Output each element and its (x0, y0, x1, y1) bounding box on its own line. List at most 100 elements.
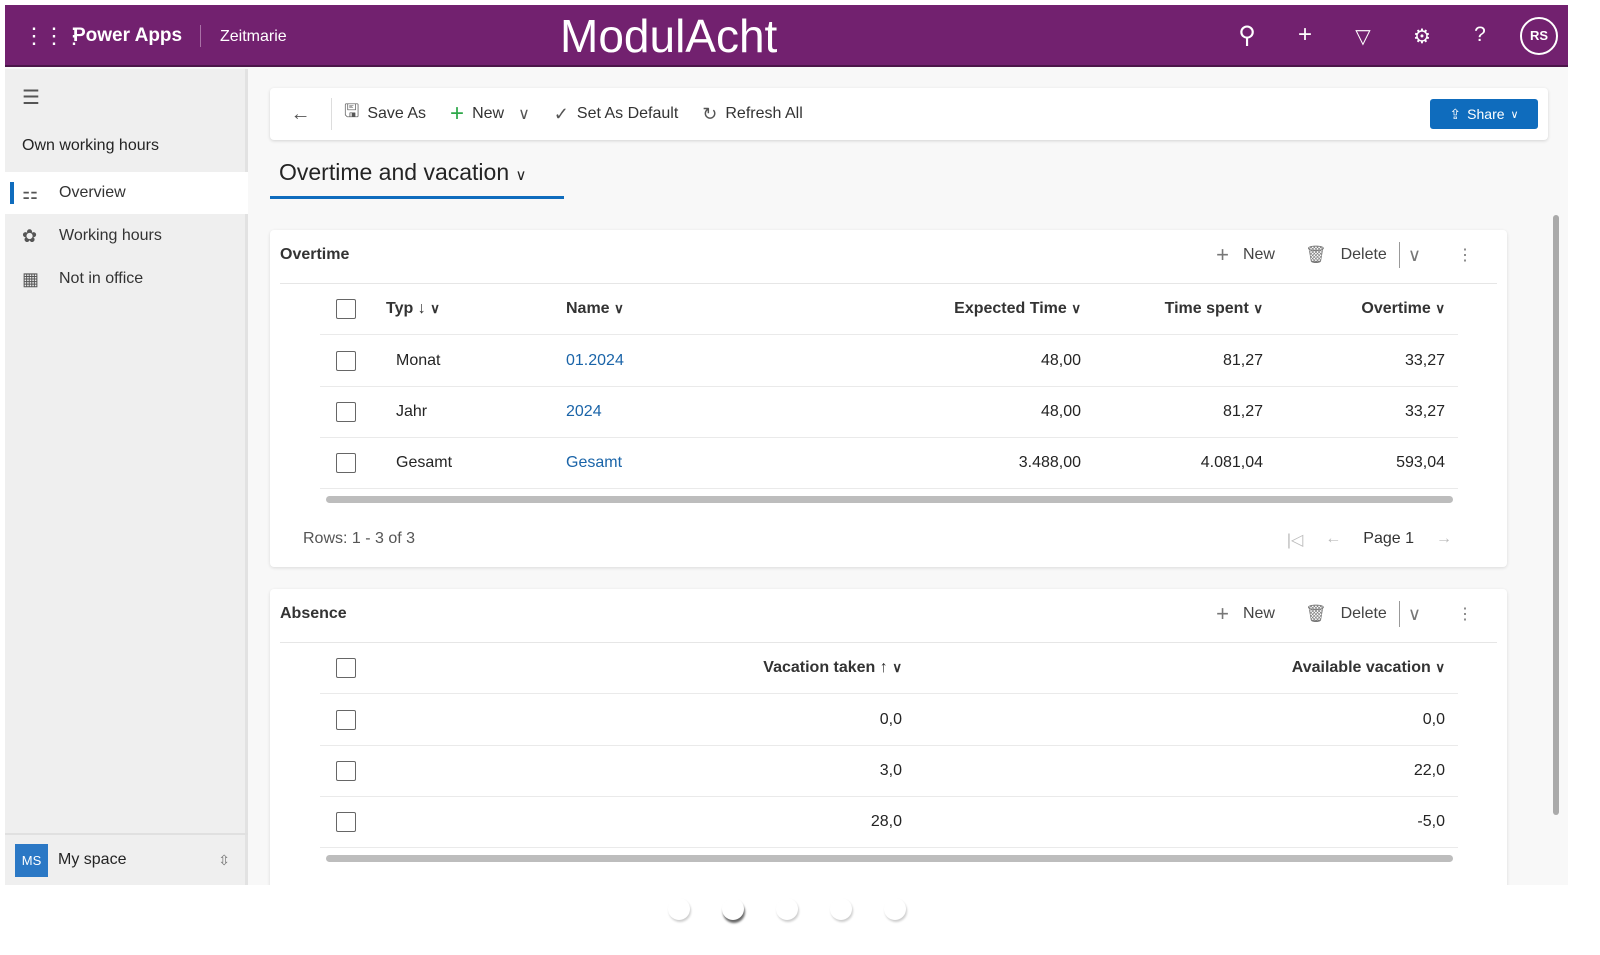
sidebar-item-overview[interactable]: ⚏ Overview (5, 172, 248, 214)
cell-expected: 48,00 (1040, 403, 1081, 420)
cell-vacation-taken: 3,0 (879, 762, 902, 779)
vertical-scrollbar[interactable] (1553, 215, 1559, 815)
back-button[interactable]: ← (270, 98, 332, 130)
row-checkbox[interactable] (336, 761, 356, 781)
new-label: New (472, 105, 505, 122)
trash-icon: 🗑 (1304, 604, 1327, 623)
cell-name-link[interactable]: Gesamt (566, 454, 623, 471)
page-number: Page 1 (1363, 530, 1414, 547)
new-button[interactable]: + New (1216, 242, 1275, 268)
sidebar-item-not-in-office[interactable]: ▦ Not in office (5, 258, 248, 300)
overtime-subgrid: Overtime + New 🗑 Delete ∨ ⋮ Typ ↓ ∨ Name ∨… (270, 230, 1507, 567)
refresh-label: Refresh All (725, 105, 803, 122)
chevron-down-icon[interactable]: ∨ (518, 106, 530, 123)
gear-icon[interactable]: ⚙ (1413, 26, 1431, 48)
save-as-button[interactable]: 🖫 Save As (344, 99, 426, 129)
filter-icon[interactable]: ▽ (1355, 26, 1371, 48)
calendar-icon: ▦ (22, 268, 40, 289)
plus-icon[interactable]: + (1297, 21, 1312, 48)
horizontal-scrollbar[interactable] (326, 496, 1453, 503)
table-row[interactable]: 0,0 0,0 (320, 695, 1458, 746)
row-checkbox[interactable] (336, 402, 356, 422)
plus-icon: + (1216, 242, 1229, 267)
chevron-down-icon: ∨ (515, 167, 527, 184)
center-title: ModulAcht (560, 10, 778, 62)
cell-overtime: 33,27 (1404, 403, 1445, 420)
select-all-checkbox[interactable] (336, 299, 356, 319)
cell-overtime: 33,27 (1404, 352, 1445, 369)
avatar[interactable]: RS (1520, 17, 1558, 55)
share-button[interactable]: ⇪ Share ∨ (1430, 99, 1538, 129)
next-page-icon[interactable]: → (1436, 530, 1452, 547)
cell-name-link[interactable]: 01.2024 (566, 352, 624, 369)
subgrid-title: Absence (280, 605, 347, 622)
divider (280, 283, 1497, 284)
area-switcher[interactable]: MS My space ⇳ (5, 833, 248, 885)
new-button[interactable]: + New (1216, 601, 1275, 627)
view-selector[interactable]: Overtime and vacation ∨ (270, 155, 564, 199)
select-all-checkbox[interactable] (336, 658, 356, 678)
row-checkbox[interactable] (336, 710, 356, 730)
carousel-dot[interactable] (830, 898, 852, 920)
carousel-dot-active[interactable] (722, 898, 744, 920)
horizontal-scrollbar[interactable] (326, 855, 1453, 862)
carousel-dot[interactable] (776, 898, 798, 920)
cell-name-link[interactable]: 2024 (566, 403, 602, 420)
table-row[interactable]: Gesamt Gesamt 3.488,00 4.081,04 593,04 (320, 438, 1458, 489)
more-icon[interactable]: ⋮ (1457, 247, 1473, 264)
chevron-down-icon[interactable]: ∨ (1398, 242, 1421, 268)
app-name[interactable]: Zeitmarie (220, 28, 287, 45)
column-header-time-spent[interactable]: Time spent ∨ (1164, 300, 1263, 317)
more-icon[interactable]: ⋮ (1457, 606, 1473, 623)
carousel-dot[interactable] (668, 898, 690, 920)
chevron-up-down-icon: ⇳ (218, 851, 230, 868)
cell-vacation-taken: 0,0 (879, 711, 902, 728)
column-header-vacation-taken[interactable]: Vacation taken ↑ ∨ (763, 659, 902, 676)
chevron-down-icon: ∨ (1510, 108, 1519, 121)
divider (280, 642, 1497, 643)
column-header-typ[interactable]: Typ ↓ ∨ (386, 300, 440, 317)
column-header-name[interactable]: Name ∨ (566, 300, 624, 317)
hamburger-icon[interactable]: ☰ (22, 87, 40, 109)
search-icon[interactable]: ⚲ (1238, 22, 1256, 49)
sidebar-item-working-hours[interactable]: ✿ Working hours (5, 215, 248, 257)
sidebar-item-label: Working hours (59, 227, 162, 244)
delete-button[interactable]: 🗑 Delete (1305, 245, 1387, 265)
help-icon[interactable]: ? (1474, 23, 1486, 46)
first-page-icon[interactable]: |◁ (1286, 532, 1304, 549)
app-launcher-icon[interactable]: ⋮⋮⋮ (23, 23, 85, 48)
row-count: Rows: 1 - 3 of 3 (303, 530, 416, 547)
subgrid-title: Overtime (280, 246, 350, 263)
cell-available-vacation: 22,0 (1413, 762, 1445, 779)
carousel-dot[interactable] (884, 898, 906, 920)
table-header: Vacation taken ↑ ∨ Available vacation ∨ (320, 643, 1458, 694)
chevron-down-icon[interactable]: ∨ (1398, 601, 1421, 627)
column-header-available-vacation[interactable]: Available vacation ∨ (1291, 659, 1445, 676)
delete-label: Delete (1340, 605, 1387, 622)
delete-button[interactable]: 🗑 Delete (1305, 604, 1387, 624)
cell-spent: 81,27 (1222, 352, 1263, 369)
row-checkbox[interactable] (336, 351, 356, 371)
new-label: New (1242, 246, 1275, 263)
column-header-expected-time[interactable]: Expected Time ∨ (954, 300, 1081, 317)
page-title: Overtime and vacation (279, 159, 510, 185)
new-label: New (1242, 605, 1275, 622)
table-row[interactable]: 28,0 -5,0 (320, 797, 1458, 848)
row-checkbox[interactable] (336, 453, 356, 473)
cell-typ: Gesamt (396, 454, 453, 471)
puzzle-icon: ✿ (22, 225, 38, 246)
row-checkbox[interactable] (336, 812, 356, 832)
cell-typ: Jahr (396, 403, 428, 420)
new-button[interactable]: + New ∨ (450, 100, 530, 128)
sidebar-item-label: Not in office (59, 270, 144, 287)
brand[interactable]: Power Apps (73, 25, 183, 46)
previous-page-icon[interactable]: ← (1325, 530, 1342, 547)
column-header-overtime[interactable]: Overtime ∨ (1361, 300, 1445, 317)
table-row[interactable]: Jahr 2024 48,00 81,27 33,27 (320, 387, 1458, 438)
refresh-all-button[interactable]: ↻ Refresh All (702, 104, 802, 125)
table-row[interactable]: 3,0 22,0 (320, 746, 1458, 797)
set-as-default-button[interactable]: ✓ Set As Default (554, 104, 678, 125)
cell-overtime: 593,04 (1396, 454, 1445, 471)
sidebar-item-label: Overview (59, 184, 126, 201)
table-row[interactable]: Monat 01.2024 48,00 81,27 33,27 (320, 336, 1458, 387)
